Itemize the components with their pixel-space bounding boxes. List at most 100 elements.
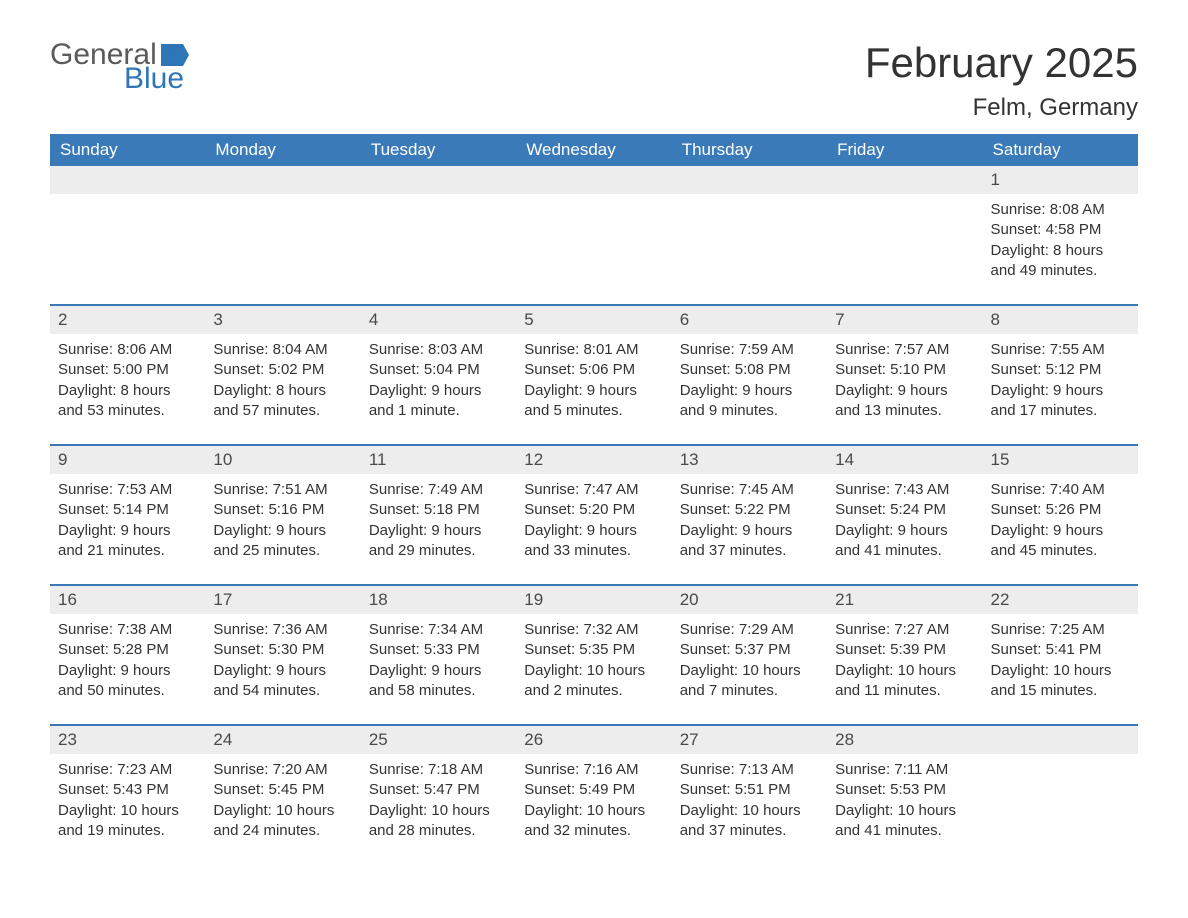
- sunrise-text: Sunrise: 8:03 AM: [369, 340, 508, 360]
- day-body: Sunrise: 7:40 AMSunset: 5:26 PMDaylight:…: [983, 474, 1138, 565]
- sunset-text: Sunset: 5:33 PM: [369, 640, 508, 660]
- sunset-text: Sunset: 5:51 PM: [680, 780, 819, 800]
- brand-logo: General Blue: [50, 40, 189, 94]
- day-body: Sunrise: 7:20 AMSunset: 5:45 PMDaylight:…: [205, 754, 360, 845]
- day-number: 25: [361, 726, 516, 754]
- day-number: 10: [205, 446, 360, 474]
- sunset-text: Sunset: 5:02 PM: [213, 360, 352, 380]
- day-cell-4: 4Sunrise: 8:03 AMSunset: 5:04 PMDaylight…: [361, 306, 516, 426]
- day-number: 21: [827, 586, 982, 614]
- day-body: [672, 194, 827, 204]
- day-body: Sunrise: 7:27 AMSunset: 5:39 PMDaylight:…: [827, 614, 982, 705]
- sunset-text: Sunset: 4:58 PM: [991, 220, 1130, 240]
- sunset-text: Sunset: 5:53 PM: [835, 780, 974, 800]
- sunrise-text: Sunrise: 7:27 AM: [835, 620, 974, 640]
- daylight-text: Daylight: 10 hours and 15 minutes.: [991, 661, 1130, 702]
- day-cell-12: 12Sunrise: 7:47 AMSunset: 5:20 PMDayligh…: [516, 446, 671, 566]
- month-title: February 2025: [865, 40, 1138, 86]
- day-cell-8: 8Sunrise: 7:55 AMSunset: 5:12 PMDaylight…: [983, 306, 1138, 426]
- week-row: 1Sunrise: 8:08 AMSunset: 4:58 PMDaylight…: [50, 166, 1138, 286]
- sunrise-text: Sunrise: 7:36 AM: [213, 620, 352, 640]
- sunset-text: Sunset: 5:08 PM: [680, 360, 819, 380]
- sunset-text: Sunset: 5:47 PM: [369, 780, 508, 800]
- daylight-text: Daylight: 9 hours and 5 minutes.: [524, 381, 663, 422]
- daylight-text: Daylight: 10 hours and 28 minutes.: [369, 801, 508, 842]
- day-number: 6: [672, 306, 827, 334]
- sunrise-text: Sunrise: 8:06 AM: [58, 340, 197, 360]
- day-number: 7: [827, 306, 982, 334]
- day-body: Sunrise: 7:55 AMSunset: 5:12 PMDaylight:…: [983, 334, 1138, 425]
- sunrise-text: Sunrise: 7:57 AM: [835, 340, 974, 360]
- sunset-text: Sunset: 5:45 PM: [213, 780, 352, 800]
- sunrise-text: Sunrise: 7:40 AM: [991, 480, 1130, 500]
- sunrise-text: Sunrise: 7:23 AM: [58, 760, 197, 780]
- daylight-text: Daylight: 10 hours and 11 minutes.: [835, 661, 974, 702]
- week-row: 2Sunrise: 8:06 AMSunset: 5:00 PMDaylight…: [50, 304, 1138, 426]
- day-cell-18: 18Sunrise: 7:34 AMSunset: 5:33 PMDayligh…: [361, 586, 516, 706]
- sunrise-text: Sunrise: 7:59 AM: [680, 340, 819, 360]
- day-body: Sunrise: 8:01 AMSunset: 5:06 PMDaylight:…: [516, 334, 671, 425]
- sunrise-text: Sunrise: 7:49 AM: [369, 480, 508, 500]
- daylight-text: Daylight: 10 hours and 2 minutes.: [524, 661, 663, 702]
- day-number: [983, 726, 1138, 754]
- sunset-text: Sunset: 5:49 PM: [524, 780, 663, 800]
- day-cell-16: 16Sunrise: 7:38 AMSunset: 5:28 PMDayligh…: [50, 586, 205, 706]
- day-number: [50, 166, 205, 194]
- day-body: Sunrise: 7:32 AMSunset: 5:35 PMDaylight:…: [516, 614, 671, 705]
- daylight-text: Daylight: 10 hours and 24 minutes.: [213, 801, 352, 842]
- day-body: Sunrise: 7:18 AMSunset: 5:47 PMDaylight:…: [361, 754, 516, 845]
- day-cell-26: 26Sunrise: 7:16 AMSunset: 5:49 PMDayligh…: [516, 726, 671, 846]
- sunset-text: Sunset: 5:06 PM: [524, 360, 663, 380]
- sunrise-text: Sunrise: 7:47 AM: [524, 480, 663, 500]
- sunrise-text: Sunrise: 7:25 AM: [991, 620, 1130, 640]
- day-number: [516, 166, 671, 194]
- daylight-text: Daylight: 9 hours and 45 minutes.: [991, 521, 1130, 562]
- day-cell-7: 7Sunrise: 7:57 AMSunset: 5:10 PMDaylight…: [827, 306, 982, 426]
- sunset-text: Sunset: 5:04 PM: [369, 360, 508, 380]
- day-cell-9: 9Sunrise: 7:53 AMSunset: 5:14 PMDaylight…: [50, 446, 205, 566]
- day-number: 26: [516, 726, 671, 754]
- daylight-text: Daylight: 9 hours and 50 minutes.: [58, 661, 197, 702]
- day-cell-19: 19Sunrise: 7:32 AMSunset: 5:35 PMDayligh…: [516, 586, 671, 706]
- sunset-text: Sunset: 5:39 PM: [835, 640, 974, 660]
- daylight-text: Daylight: 9 hours and 13 minutes.: [835, 381, 974, 422]
- daylight-text: Daylight: 9 hours and 17 minutes.: [991, 381, 1130, 422]
- day-body: [827, 194, 982, 204]
- week-row: 9Sunrise: 7:53 AMSunset: 5:14 PMDaylight…: [50, 444, 1138, 566]
- weekday-tuesday: Tuesday: [361, 134, 516, 166]
- day-cell-14: 14Sunrise: 7:43 AMSunset: 5:24 PMDayligh…: [827, 446, 982, 566]
- day-number: 17: [205, 586, 360, 614]
- daylight-text: Daylight: 9 hours and 41 minutes.: [835, 521, 974, 562]
- day-cell-13: 13Sunrise: 7:45 AMSunset: 5:22 PMDayligh…: [672, 446, 827, 566]
- day-cell-3: 3Sunrise: 8:04 AMSunset: 5:02 PMDaylight…: [205, 306, 360, 426]
- daylight-text: Daylight: 9 hours and 1 minute.: [369, 381, 508, 422]
- daylight-text: Daylight: 10 hours and 37 minutes.: [680, 801, 819, 842]
- day-number: 5: [516, 306, 671, 334]
- sunrise-text: Sunrise: 7:13 AM: [680, 760, 819, 780]
- calendar: SundayMondayTuesdayWednesdayThursdayFrid…: [50, 134, 1138, 846]
- day-body: [205, 194, 360, 204]
- weekday-friday: Friday: [827, 134, 982, 166]
- weekday-thursday: Thursday: [672, 134, 827, 166]
- daylight-text: Daylight: 10 hours and 32 minutes.: [524, 801, 663, 842]
- day-number: 12: [516, 446, 671, 474]
- day-body: Sunrise: 7:45 AMSunset: 5:22 PMDaylight:…: [672, 474, 827, 565]
- sunrise-text: Sunrise: 7:20 AM: [213, 760, 352, 780]
- sunrise-text: Sunrise: 7:43 AM: [835, 480, 974, 500]
- day-number: 14: [827, 446, 982, 474]
- sunrise-text: Sunrise: 8:08 AM: [991, 200, 1130, 220]
- week-row: 16Sunrise: 7:38 AMSunset: 5:28 PMDayligh…: [50, 584, 1138, 706]
- sunrise-text: Sunrise: 7:34 AM: [369, 620, 508, 640]
- day-body: Sunrise: 7:51 AMSunset: 5:16 PMDaylight:…: [205, 474, 360, 565]
- sunset-text: Sunset: 5:12 PM: [991, 360, 1130, 380]
- weekday-sunday: Sunday: [50, 134, 205, 166]
- daylight-text: Daylight: 9 hours and 21 minutes.: [58, 521, 197, 562]
- sunset-text: Sunset: 5:30 PM: [213, 640, 352, 660]
- day-cell-empty: [205, 166, 360, 286]
- day-cell-28: 28Sunrise: 7:11 AMSunset: 5:53 PMDayligh…: [827, 726, 982, 846]
- sunrise-text: Sunrise: 7:18 AM: [369, 760, 508, 780]
- daylight-text: Daylight: 10 hours and 7 minutes.: [680, 661, 819, 702]
- day-number: 28: [827, 726, 982, 754]
- day-cell-1: 1Sunrise: 8:08 AMSunset: 4:58 PMDaylight…: [983, 166, 1138, 286]
- day-body: Sunrise: 7:29 AMSunset: 5:37 PMDaylight:…: [672, 614, 827, 705]
